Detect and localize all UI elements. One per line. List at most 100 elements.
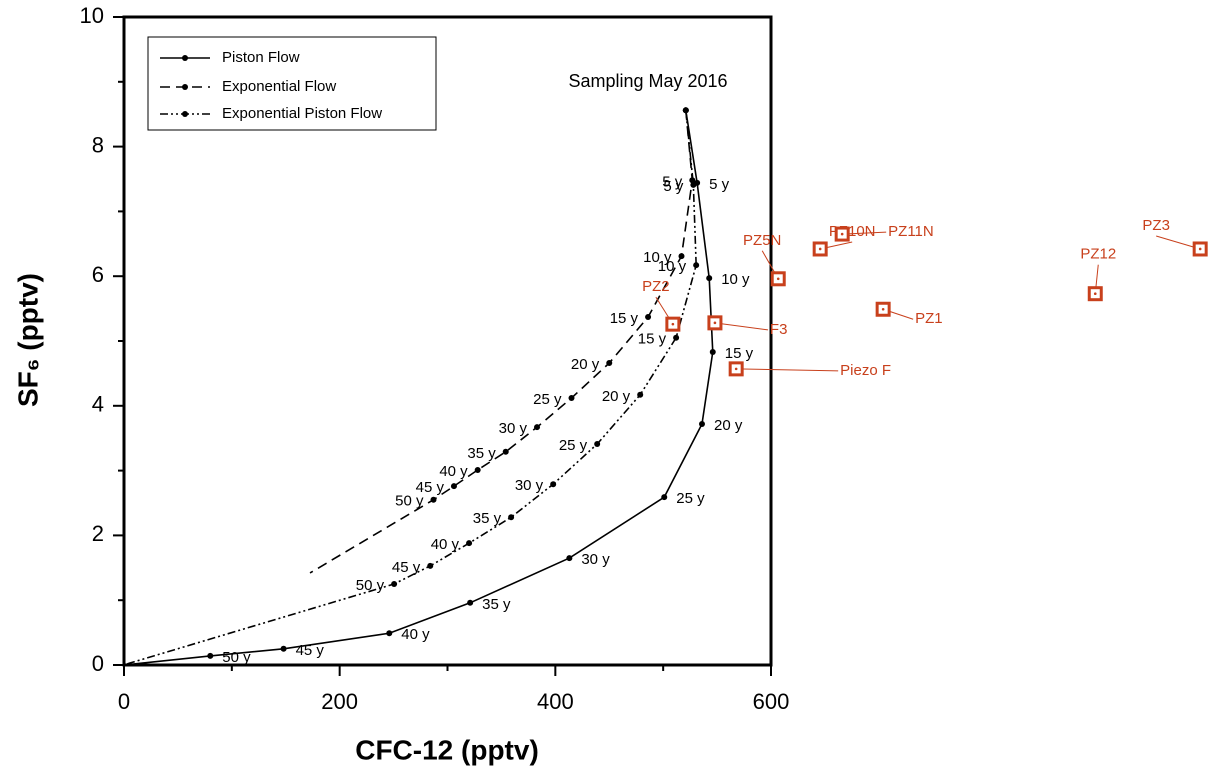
series-point (645, 314, 652, 321)
point-label: 10 y (658, 258, 687, 275)
y-tick-label: 8 (92, 132, 104, 157)
y-tick-label: 2 (92, 521, 104, 546)
series-point (568, 395, 575, 402)
x-tick-label: 200 (321, 689, 358, 714)
x-axis-label: CFC-12 (pptv) (355, 734, 539, 765)
y-tick-label: 10 (80, 3, 104, 28)
y-tick-label: 0 (92, 651, 104, 676)
point-label: 15 y (638, 331, 667, 348)
point-label: 50 y (356, 577, 385, 594)
point-label: 5 y (709, 176, 730, 193)
point-label: 40 y (401, 626, 430, 643)
sample-center (1093, 292, 1097, 295)
series-line (309, 110, 694, 574)
series-point (430, 496, 437, 503)
legend (147, 36, 437, 131)
sample-label: PZ2 (642, 278, 670, 295)
series-line (123, 110, 714, 666)
point-label: 25 y (533, 391, 562, 408)
legend-label: Exponential Piston Flow (222, 105, 382, 122)
legend-dot (182, 84, 188, 90)
series-point (566, 555, 573, 562)
y-tick-label: 4 (92, 392, 104, 417)
sample-center (818, 247, 822, 251)
point-label: 15 y (610, 310, 639, 327)
sample-label: Piezo F (840, 362, 891, 379)
sample-label: PZ5N (743, 232, 781, 249)
series-point (534, 424, 541, 431)
series-point (550, 481, 557, 488)
series-point (673, 334, 680, 341)
y-axis-label: SF₆ (pptv) (12, 273, 43, 407)
series-point (637, 391, 644, 398)
y-tick-label: 6 (92, 262, 104, 287)
series-point (474, 466, 481, 473)
point-label: 45 y (392, 559, 421, 576)
point-label: 45 y (296, 642, 325, 659)
sample-leader (736, 368, 839, 372)
series-point (450, 483, 457, 490)
series-point (682, 107, 689, 114)
legend-label: Piston Flow (222, 49, 300, 66)
point-label: 25 y (676, 490, 705, 507)
point-label: 40 y (439, 463, 468, 480)
series-point (690, 181, 697, 188)
series-point (207, 652, 214, 659)
series-point (502, 448, 509, 455)
series-point (706, 275, 713, 282)
point-label: 50 y (222, 649, 251, 666)
point-label: 10 y (721, 271, 750, 288)
series-point (427, 562, 434, 569)
point-label: 35 y (473, 510, 502, 527)
sample-label: PZ11N (888, 223, 934, 240)
point-label: 25 y (559, 437, 588, 454)
series-point (391, 581, 398, 587)
point-label: 30 y (581, 551, 610, 568)
point-label: 15 y (725, 345, 754, 362)
point-label: 20 y (571, 356, 600, 373)
series-point (594, 441, 601, 448)
point-label: 35 y (467, 445, 496, 462)
point-label: 40 y (431, 536, 460, 553)
sample-center (671, 322, 675, 326)
series-point (467, 599, 474, 606)
annotation: Sampling May 2016 (568, 71, 727, 91)
point-label: 30 y (499, 420, 528, 437)
sample-center (1198, 247, 1202, 251)
point-label: 5 y (663, 178, 684, 195)
point-label: 45 y (416, 479, 445, 496)
sample-center (734, 367, 738, 371)
x-tick-label: 600 (753, 689, 790, 714)
point-label: 20 y (714, 417, 743, 434)
legend-label: Exponential Flow (222, 78, 336, 95)
series-point (661, 494, 668, 501)
series-point (693, 262, 700, 269)
point-label: 5 y (662, 173, 683, 190)
point-label: 35 y (482, 596, 511, 613)
series-point (386, 630, 393, 637)
sample-center (840, 232, 844, 236)
point-label: 10 y (643, 249, 672, 266)
legend-dot (182, 111, 188, 117)
sample-label: PZ1 (915, 310, 943, 327)
point-label: 20 y (602, 388, 631, 405)
legend-dot (182, 55, 188, 61)
sample-label: PZ12 (1080, 246, 1116, 263)
sample-center (881, 307, 885, 311)
sample-label: PZ3 (1142, 217, 1170, 234)
sample-center (713, 321, 717, 325)
point-label: 50 y (395, 493, 424, 510)
series-point (280, 645, 287, 652)
x-tick-label: 0 (118, 689, 130, 714)
series-point (678, 253, 685, 260)
x-tick-label: 400 (537, 689, 574, 714)
series-point (466, 540, 473, 547)
sample-center (776, 277, 780, 281)
series-point (698, 420, 705, 427)
point-label: 30 y (515, 477, 544, 494)
sample-label: F3 (770, 321, 788, 338)
series-point (709, 349, 716, 356)
series-point (606, 360, 613, 367)
sample-leader (714, 322, 768, 331)
